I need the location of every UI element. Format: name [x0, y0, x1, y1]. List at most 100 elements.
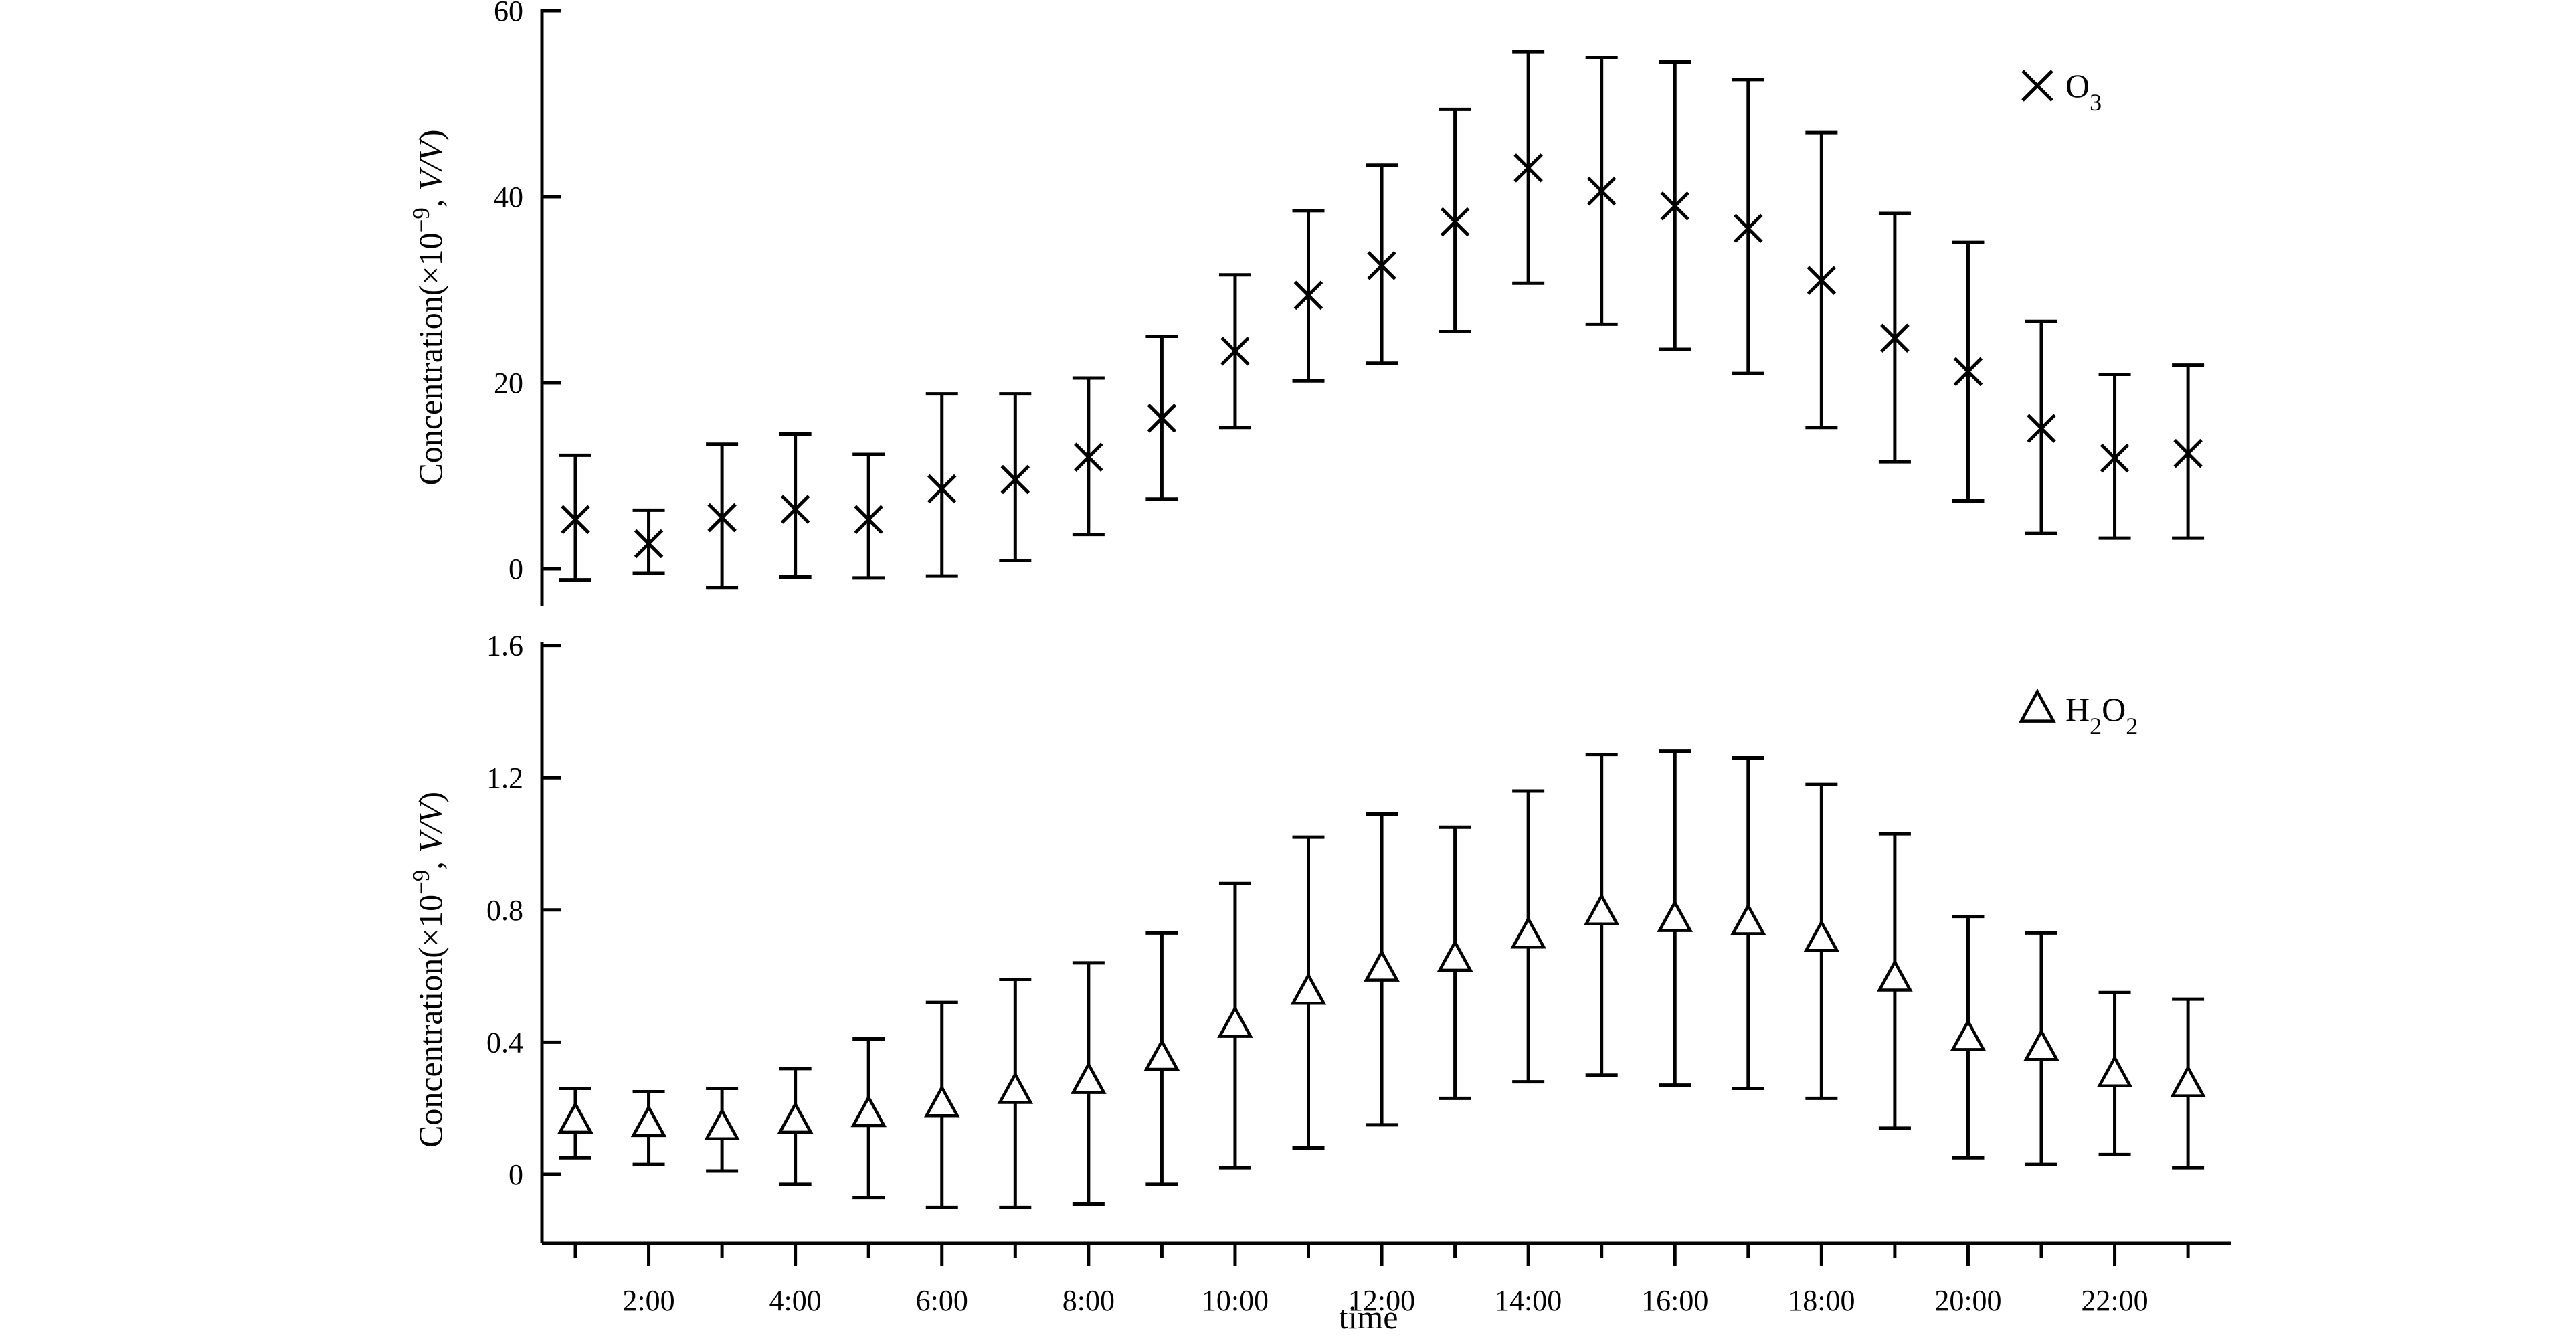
h2o2-y-axis-label: Concentration(×10−9, V/V) [408, 792, 450, 1148]
data-point [1145, 335, 1178, 501]
data-point [1366, 163, 1398, 365]
o3-panel: 0 20 40 60 Concentration(×10−9, V/V) O3 [408, 0, 2205, 606]
x-marker [1513, 153, 1543, 183]
data-point [1659, 60, 1691, 351]
triangle-marker [630, 1104, 667, 1138]
x-tick-label: 22:00 [2081, 1284, 2148, 1317]
triangle-marker [704, 1107, 740, 1141]
x-tick-label: 14:00 [1495, 1284, 1562, 1317]
triangle-marker [1071, 1061, 1107, 1094]
h2o2-panel: 0 0.4 0.8 1.2 1.6 2:00 4:00 6:00 8:00 10:00 12:00… [408, 630, 2231, 1336]
y-tick-label: 0 [509, 553, 523, 586]
data-point [1072, 376, 1105, 537]
data-point [1878, 211, 1911, 464]
y-tick-label: 60 [494, 0, 523, 27]
triangle-marker [1290, 972, 1327, 1005]
x-tick-label: 4:00 [769, 1284, 822, 1317]
h2o2-legend: H2O2 [2019, 688, 2138, 739]
y-tick-label: 1.6 [486, 630, 523, 662]
data-point [1805, 130, 1838, 430]
data-point [999, 392, 1032, 562]
data-point [1292, 209, 1325, 383]
x-marker [2100, 443, 2130, 473]
y-tick-label: 0.4 [486, 1026, 523, 1059]
data-point [1290, 835, 1327, 1150]
h2o2-y-ticks: 0 0.4 0.8 1.2 1.6 [486, 630, 561, 1191]
triangle-marker [1217, 1004, 1253, 1038]
data-point [1217, 881, 1253, 1170]
data-point [997, 978, 1034, 1209]
legend-label: H2O2 [2065, 691, 2138, 739]
data-point [1439, 107, 1471, 334]
x-tick-label: 20:00 [1934, 1284, 2001, 1317]
x-tick-label: 2:00 [622, 1284, 674, 1317]
x-marker [1953, 357, 1983, 387]
x-marker [1367, 251, 1396, 280]
data-point [779, 432, 812, 579]
data-point [1952, 240, 1985, 503]
triangle-marker [997, 1071, 1034, 1104]
data-point [1657, 749, 1693, 1087]
o3-legend: O3 [2021, 67, 2102, 116]
x-axis-label: time [1339, 1298, 1398, 1336]
data-point [2023, 931, 2059, 1166]
x-marker [1660, 191, 1690, 221]
x-marker [1440, 207, 1470, 237]
x-marker [927, 474, 957, 504]
data-point [1583, 753, 1620, 1077]
data-point [1950, 915, 1987, 1160]
x-tick-label: 18:00 [1788, 1284, 1855, 1317]
data-point [1877, 832, 1913, 1130]
x-marker [707, 503, 737, 533]
triangle-marker [923, 1084, 960, 1118]
x-marker [2173, 438, 2203, 468]
data-point [706, 442, 739, 590]
x-marker [1293, 280, 1323, 310]
time-x-ticks: 2:00 4:00 6:00 8:00 10:00 12:00 14:00 16:00 18:0… [573, 1243, 2190, 1317]
data-point [632, 508, 665, 575]
data-point [1364, 812, 1400, 1127]
triangle-marker [777, 1101, 814, 1134]
y-tick-label: 20 [494, 367, 523, 399]
data-point [1071, 961, 1107, 1206]
triangle-marker [1950, 1018, 1987, 1051]
x-marker [2027, 414, 2056, 443]
data-point [557, 1087, 593, 1160]
triangle-marker [1803, 919, 1840, 952]
x-marker [1807, 266, 1837, 295]
h2o2-series [557, 749, 2206, 1209]
data-point [1730, 756, 1766, 1091]
x-marker [1586, 176, 1617, 206]
data-point [1512, 50, 1545, 285]
triangle-marker [1510, 915, 1546, 949]
o3-y-ticks: 0 20 40 60 [494, 0, 561, 586]
o3-y-axis-label: Concentration(×10−9, V/V) [408, 130, 450, 486]
triangle-marker [1877, 958, 1913, 992]
data-point [2098, 372, 2131, 540]
data-point [2025, 319, 2057, 535]
x-tick-label: 12:00 [1348, 1284, 1415, 1317]
data-point [1732, 78, 1764, 375]
triangle-marker [1364, 948, 1400, 982]
data-point [852, 452, 885, 580]
triangle-marker [2023, 1028, 2059, 1061]
triangle-marker [2096, 1055, 2133, 1088]
y-tick-label: 1.2 [486, 762, 523, 794]
x-marker [1880, 323, 1910, 353]
o3-series [559, 50, 2205, 590]
y-tick-label: 0 [509, 1158, 523, 1191]
y-tick-label: 40 [494, 181, 523, 213]
data-point [1510, 789, 1546, 1084]
data-point [850, 1037, 887, 1200]
data-point [925, 392, 958, 578]
x-tick-label: 8:00 [1063, 1284, 1115, 1317]
triangle-marker [1437, 939, 1473, 972]
x-tick-label: 6:00 [916, 1284, 968, 1317]
data-point [1437, 825, 1473, 1100]
triangle-marker [1143, 1038, 1180, 1071]
data-point [777, 1067, 814, 1186]
data-point [2096, 990, 2133, 1156]
data-point [923, 1000, 960, 1209]
data-point [559, 453, 591, 582]
